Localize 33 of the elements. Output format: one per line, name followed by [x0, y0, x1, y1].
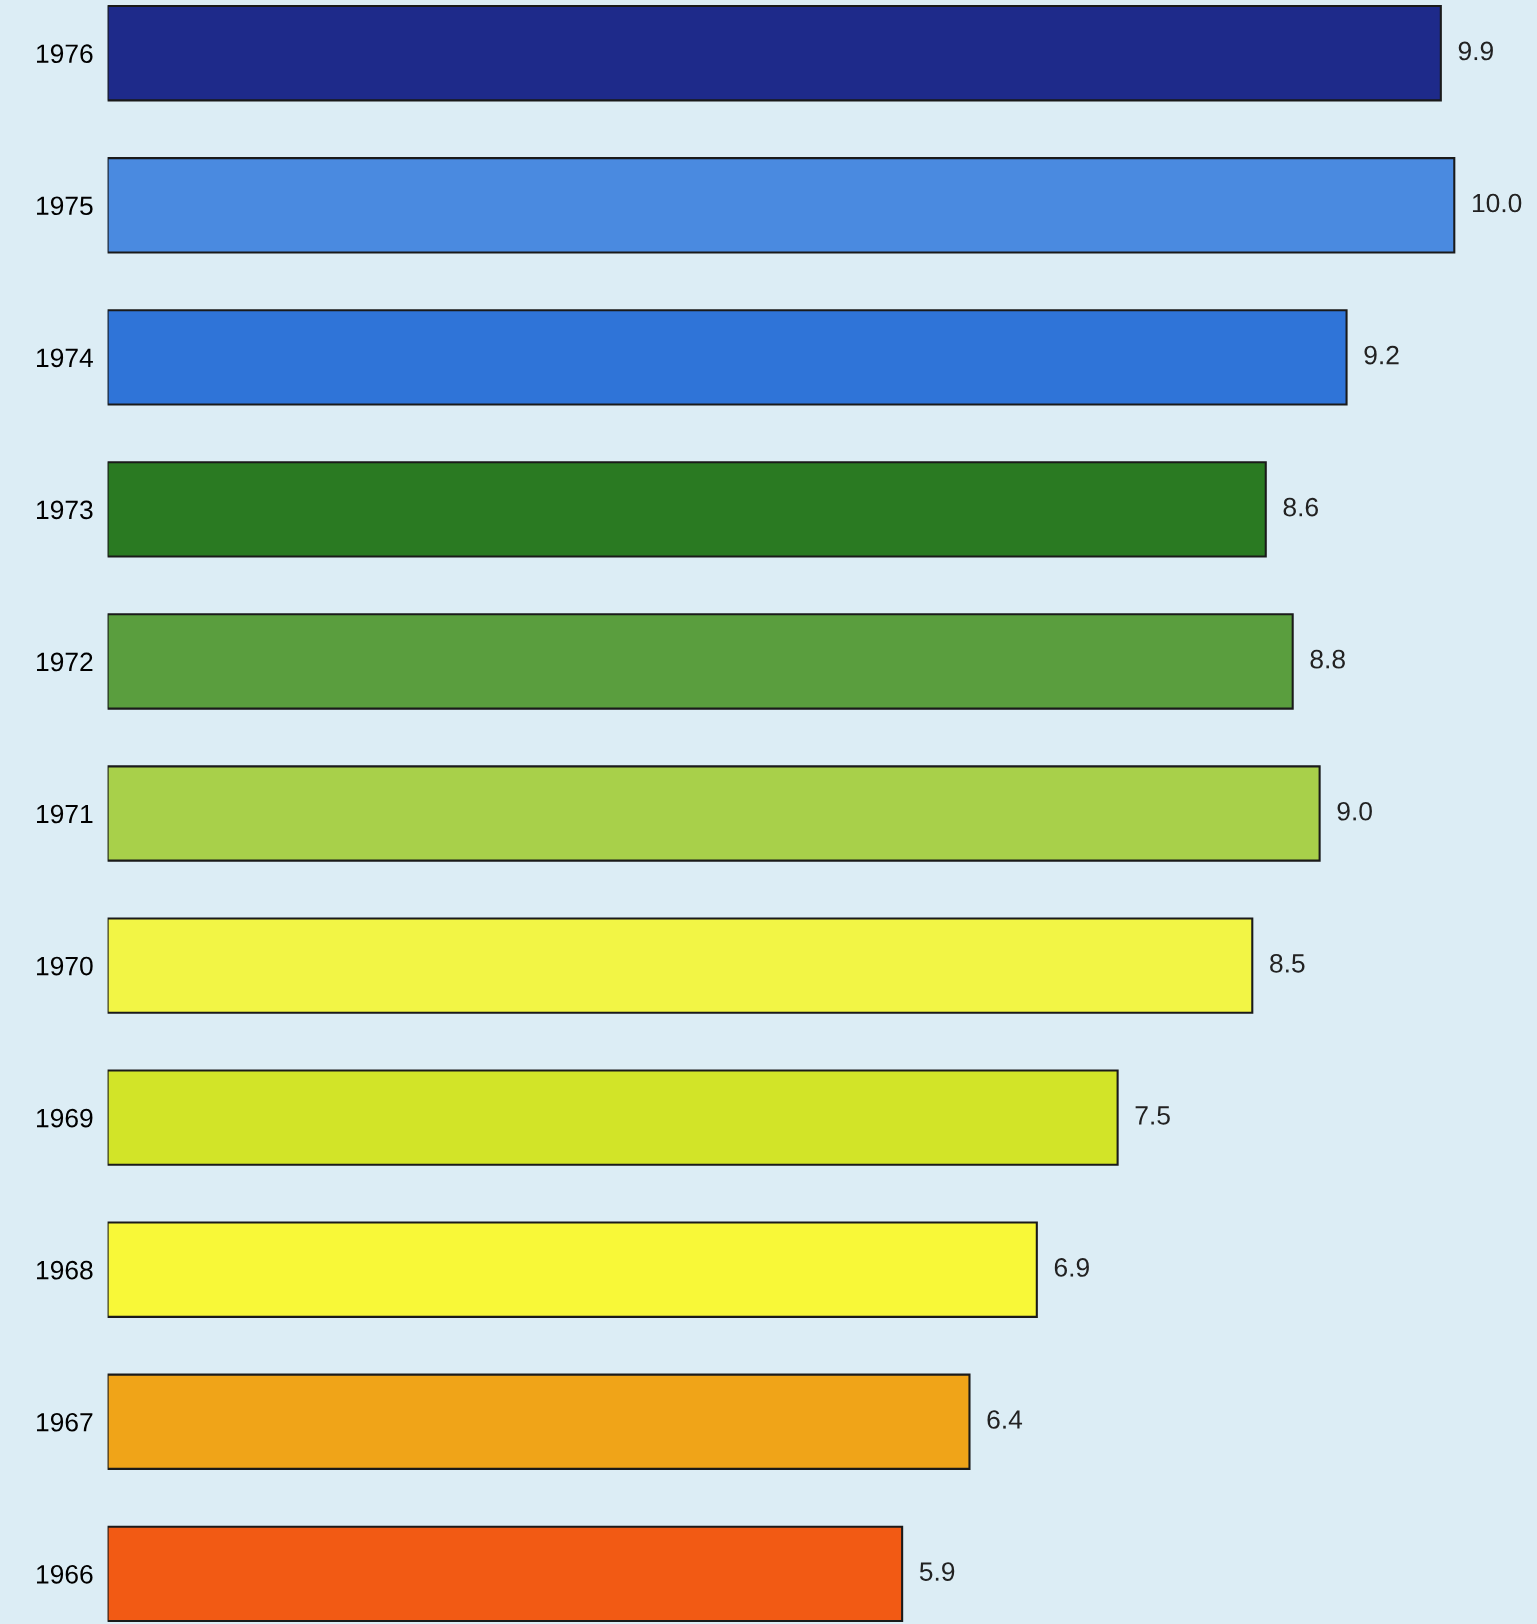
bar — [107, 1069, 1119, 1166]
bar — [107, 765, 1321, 862]
data-label: 7.5 — [1135, 1106, 1170, 1125]
y-tick-label: 1976 — [37, 44, 93, 64]
bar — [107, 461, 1267, 558]
y-tick-label: 1966 — [37, 1564, 93, 1584]
data-label: 10.0 — [1472, 193, 1522, 213]
bar — [107, 917, 1254, 1014]
data-label: 9.0 — [1337, 801, 1372, 821]
y-tick-label: 1974 — [37, 348, 93, 368]
data-label: 5.9 — [919, 1562, 955, 1581]
bar — [107, 1373, 971, 1470]
y-tick-label: 1975 — [37, 196, 93, 216]
bar — [107, 309, 1348, 406]
data-label: 6.9 — [1054, 1258, 1089, 1277]
y-tick-label: 1971 — [37, 804, 93, 824]
bar — [107, 157, 1456, 254]
bar — [107, 1525, 904, 1622]
y-tick-label: 1967 — [37, 1412, 93, 1432]
data-label: 6.4 — [987, 1410, 1023, 1429]
y-tick-label: 1972 — [37, 652, 93, 672]
data-label: 8.8 — [1310, 649, 1345, 669]
data-label: 9.9 — [1458, 41, 1493, 61]
y-tick-label: 1968 — [37, 1260, 93, 1280]
bar — [107, 613, 1294, 710]
data-label: 9.2 — [1364, 345, 1399, 365]
data-label: 8.5 — [1270, 953, 1305, 973]
y-tick-label: 1969 — [37, 1108, 93, 1128]
y-tick-label: 1973 — [37, 500, 93, 520]
y-tick-label: 1970 — [37, 956, 93, 976]
bar — [107, 5, 1442, 102]
bar — [107, 1221, 1038, 1318]
data-label: 8.6 — [1283, 497, 1318, 517]
